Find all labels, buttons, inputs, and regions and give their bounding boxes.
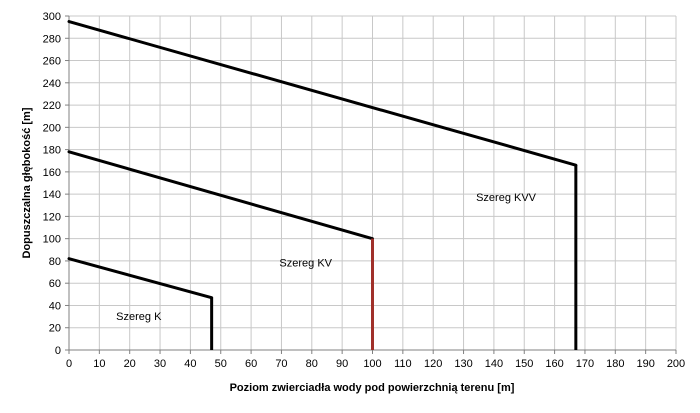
x-tick-label: 20 bbox=[124, 358, 136, 370]
series-annotation: Szereg KVV bbox=[476, 192, 537, 204]
x-tick-label: 130 bbox=[454, 358, 472, 370]
x-tick-label: 30 bbox=[154, 358, 166, 370]
y-tick-label: 220 bbox=[43, 100, 61, 112]
x-tick-label: 10 bbox=[93, 358, 105, 370]
x-tick-label: 180 bbox=[606, 358, 624, 370]
x-tick-label: 120 bbox=[424, 358, 442, 370]
series-line-sloped bbox=[67, 257, 214, 300]
x-tick-label: 40 bbox=[184, 358, 196, 370]
y-tick-label: 40 bbox=[49, 300, 61, 312]
x-tick-label: 110 bbox=[394, 358, 412, 370]
y-axis-title: Dopuszczalna głębokość [m] bbox=[21, 107, 33, 258]
y-tick-label: 300 bbox=[43, 11, 61, 23]
y-tick-label: 180 bbox=[43, 145, 61, 157]
x-tick-label: 200 bbox=[667, 358, 685, 370]
y-tick-label: 100 bbox=[43, 234, 61, 246]
y-tick-label: 280 bbox=[43, 33, 61, 45]
series-line-sloped bbox=[67, 150, 374, 241]
y-tick-label: 260 bbox=[43, 56, 61, 68]
x-tick-label: 150 bbox=[515, 358, 533, 370]
y-tick-label: 80 bbox=[49, 256, 61, 268]
x-tick-label: 80 bbox=[306, 358, 318, 370]
x-tick-label: 60 bbox=[245, 358, 257, 370]
y-tick-label: 60 bbox=[49, 278, 61, 290]
y-tick-label: 20 bbox=[49, 323, 61, 335]
x-axis-title: Poziom zwierciadła wody pod powierzchnią… bbox=[230, 382, 515, 394]
y-tick-label: 120 bbox=[43, 211, 61, 223]
annotations: Szereg K Szereg KV Szereg KVV bbox=[116, 192, 536, 323]
x-tick-label: 190 bbox=[636, 358, 654, 370]
x-tick-label: 0 bbox=[66, 358, 72, 370]
series-line-sloped bbox=[67, 20, 578, 167]
x-tick-label: 90 bbox=[336, 358, 348, 370]
y-tick-label: 240 bbox=[43, 78, 61, 90]
x-tick-label: 160 bbox=[545, 358, 563, 370]
x-tick-label: 140 bbox=[485, 358, 503, 370]
tick-labels: 0 10 20 30 40 50 60 70 80 90 100 110 120 130 140 150 160… bbox=[43, 11, 686, 370]
series-annotation: Szereg KV bbox=[279, 258, 332, 270]
x-tick-label: 170 bbox=[576, 358, 594, 370]
x-tick-label: 50 bbox=[215, 358, 227, 370]
y-tick-label: 140 bbox=[43, 189, 61, 201]
series-annotation: Szereg K bbox=[116, 311, 162, 323]
y-tick-label: 200 bbox=[43, 122, 61, 134]
y-tick-label: 0 bbox=[55, 345, 61, 357]
series-lines bbox=[67, 20, 578, 350]
y-tick-label: 160 bbox=[43, 167, 61, 179]
x-tick-label: 100 bbox=[363, 358, 381, 370]
x-tick-label: 70 bbox=[275, 358, 287, 370]
